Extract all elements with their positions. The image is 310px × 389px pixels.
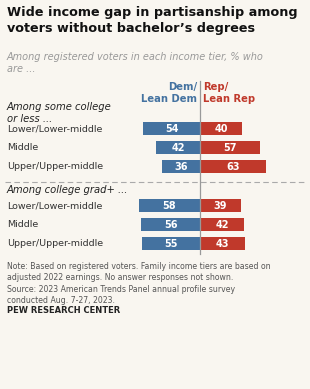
Bar [141, 218, 200, 231]
Text: Upper/Upper-middle: Upper/Upper-middle [7, 239, 103, 248]
Bar [142, 237, 200, 250]
Bar [200, 218, 244, 231]
Text: 39: 39 [214, 200, 227, 210]
Text: Note: Based on registered voters. Family income tiers are based on
adjusted 2022: Note: Based on registered voters. Family… [7, 262, 271, 305]
Text: 56: 56 [164, 219, 177, 230]
Text: Upper/Upper-middle: Upper/Upper-middle [7, 162, 103, 171]
Text: Wide income gap in partisanship among
voters without bachelor’s degrees: Wide income gap in partisanship among vo… [7, 6, 298, 35]
Bar [139, 199, 200, 212]
Text: Dem/
Lean Dem: Dem/ Lean Dem [141, 82, 197, 103]
Text: 42: 42 [215, 219, 229, 230]
Bar [200, 141, 260, 154]
Text: 42: 42 [171, 142, 185, 152]
Bar [143, 122, 200, 135]
Bar [200, 160, 266, 173]
Text: 43: 43 [216, 238, 229, 249]
Bar [200, 122, 242, 135]
Text: 58: 58 [163, 200, 176, 210]
Bar [200, 237, 245, 250]
Text: 36: 36 [174, 161, 188, 172]
Text: Middle: Middle [7, 220, 38, 229]
Text: 40: 40 [214, 123, 228, 133]
Bar [162, 160, 200, 173]
Text: Rep/
Lean Rep: Rep/ Lean Rep [203, 82, 255, 103]
Bar [156, 141, 200, 154]
Text: Among college grad+ ...: Among college grad+ ... [7, 185, 128, 195]
Bar [200, 199, 241, 212]
Text: Lower/Lower-middle: Lower/Lower-middle [7, 124, 102, 133]
Text: Middle: Middle [7, 143, 38, 152]
Text: PEW RESEARCH CENTER: PEW RESEARCH CENTER [7, 306, 120, 315]
Text: 57: 57 [223, 142, 237, 152]
Text: Lower/Lower-middle: Lower/Lower-middle [7, 201, 102, 210]
Text: 63: 63 [226, 161, 240, 172]
Text: Among some college
or less ...: Among some college or less ... [7, 102, 112, 124]
Text: 54: 54 [165, 123, 178, 133]
Text: Among registered voters in each income tier, % who
are ...: Among registered voters in each income t… [7, 52, 264, 74]
Text: 55: 55 [164, 238, 178, 249]
